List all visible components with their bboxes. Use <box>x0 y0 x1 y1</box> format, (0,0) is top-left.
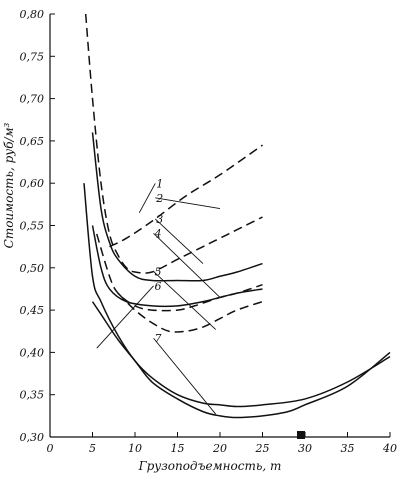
x-tick-label: 15 <box>171 442 185 455</box>
series-line-5 <box>91 225 263 308</box>
label-leader-line-5 <box>153 271 217 330</box>
x-tick-label: 20 <box>212 442 227 455</box>
y-tick-group: 0,30 0,35 0,40 0,45 0,50 0,55 0,60 0,65 0,70 0,75… <box>20 8 55 444</box>
series-line-2 <box>84 13 263 274</box>
y-tick-label: 0,45 <box>20 304 45 317</box>
curve-label-4: 4 <box>154 227 162 240</box>
y-tick-label: 0,65 <box>20 135 45 148</box>
y-axis-label: Стоимость, руб/м³ <box>2 122 16 248</box>
curve-label-group: 1 2 34 5 6 7 <box>154 177 164 345</box>
label-leader-line-4 <box>153 233 221 298</box>
curve-label-7: 7 <box>155 332 162 345</box>
curve-label-2: 2 <box>155 192 163 205</box>
x-tick-label: 35 <box>341 442 355 455</box>
curve-label-1: 1 <box>156 177 163 190</box>
curve-label-6: 6 <box>155 280 162 293</box>
series-line-6 <box>117 292 263 333</box>
label-leader-line-1 <box>138 183 156 214</box>
x-tick-label: 25 <box>255 442 270 455</box>
y-tick-label: 0,30 <box>20 431 45 444</box>
curve-label-3: 3 <box>156 213 163 226</box>
y-tick-label: 0,55 <box>20 220 45 233</box>
y-tick-label: 0,75 <box>20 50 45 63</box>
series-group <box>83 13 391 419</box>
x-tick-group: 0 5 10 15 20 25 30 35 40 <box>47 432 397 455</box>
series-line-1 <box>109 144 263 248</box>
label-leader-line-6 <box>96 285 154 349</box>
y-tick-label: 0,60 <box>20 177 45 190</box>
y-tick-label: 0,70 <box>20 93 45 106</box>
y-tick-label: 0,80 <box>20 8 45 21</box>
x-tick-label: 0 <box>47 442 54 455</box>
y-tick-label: 0,40 <box>20 346 45 359</box>
curve-label-5: 5 <box>155 265 162 278</box>
x-tick-label: 5 <box>89 442 96 455</box>
x-tick-label: 30 <box>298 442 312 455</box>
y-tick-label: 0,50 <box>20 262 45 275</box>
x-tick-label: 10 <box>128 442 142 455</box>
label-leader-line-3 <box>154 218 204 264</box>
label-leader-line-7 <box>153 337 217 415</box>
plot-area: 0 5 10 15 20 25 30 35 40 0,300,350,400,450,500,5… <box>20 8 398 455</box>
label-leader-group <box>96 183 221 415</box>
y-tick-label: 0,35 <box>20 389 45 402</box>
series-line-unlabeled-7 <box>91 301 391 419</box>
label-leader-line-2 <box>155 197 221 210</box>
x-tick-label: 40 <box>382 442 397 455</box>
black-square-marker <box>297 431 305 439</box>
series-line-3 <box>91 132 263 282</box>
series-line-7 <box>83 183 391 408</box>
x-axis-label: Грузоподъемность, т <box>138 459 282 473</box>
series-line-4 <box>96 233 263 312</box>
